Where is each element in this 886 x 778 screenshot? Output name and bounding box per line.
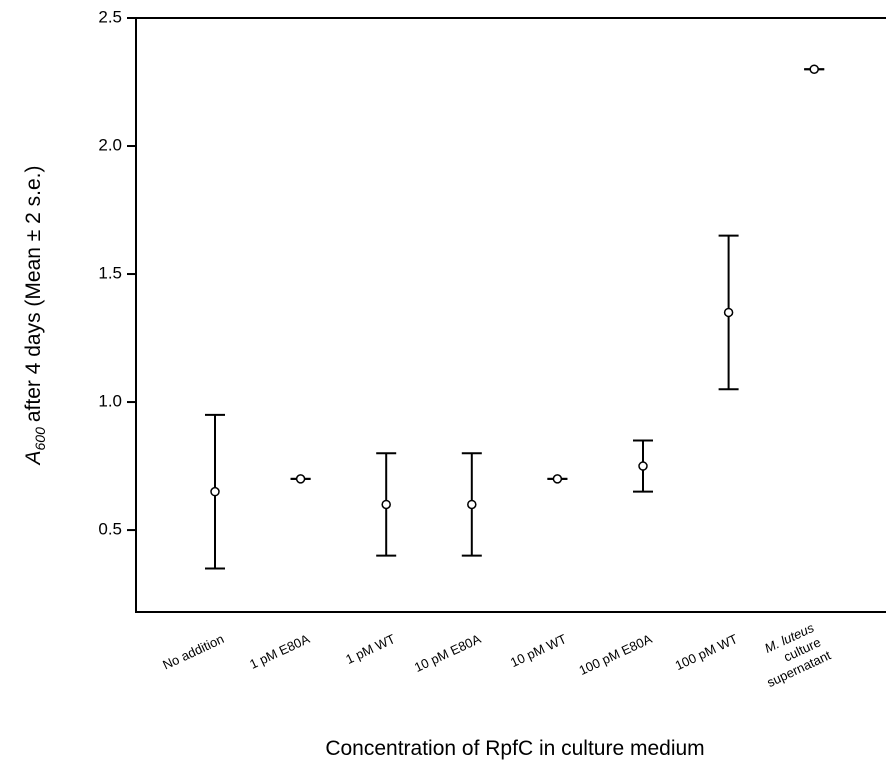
error-bar-group: [290, 474, 311, 484]
y-tick-label: 0.5: [98, 520, 122, 539]
x-tick-label: 1 pM E80A: [247, 631, 312, 672]
plot-frame: [135, 17, 886, 613]
x-tick-label: M. luteus culture supernatant: [751, 618, 833, 690]
error-bar-group: [461, 452, 482, 557]
y-axis-subscript: 600: [32, 427, 48, 451]
error-bar-group: [633, 439, 653, 493]
y-tick-label: 1.5: [98, 264, 122, 283]
mean-point: [723, 307, 734, 318]
error-bar-group: [547, 474, 568, 484]
mean-point: [638, 461, 648, 471]
x-tick-label: 100 pM E80A: [577, 631, 655, 678]
mean-point: [552, 474, 563, 484]
mean-point: [295, 474, 306, 484]
y-axis-symbol: A: [22, 450, 45, 466]
mean-point: [809, 64, 819, 74]
y-axis-text: after 4 days (Mean ± 2 s.e.): [22, 165, 45, 422]
x-tick-label: 10 pM E80A: [412, 631, 483, 675]
mean-point: [381, 499, 391, 510]
y-tick-label: 1.0: [98, 392, 122, 411]
x-tick-label: 1 pM WT: [343, 631, 397, 667]
error-bar-group: [718, 234, 739, 391]
y-tick-label: 2.0: [98, 136, 122, 155]
mean-point: [210, 486, 220, 497]
x-axis-title: Concentration of RpfC in culture medium: [325, 737, 704, 760]
error-bar-group: [376, 452, 397, 557]
x-tick-label: 10 pM WT: [508, 631, 569, 670]
x-tick-label: No addition: [160, 631, 226, 672]
mean-point: [467, 499, 477, 510]
error-bar-group: [804, 64, 825, 74]
y-axis-title: A600 after 4 days (Mean ± 2 s.e.): [22, 165, 48, 466]
error-bar-group: [205, 413, 225, 570]
x-tick-label: 100 pM WT: [673, 631, 740, 673]
y-tick-label: 2.5: [98, 7, 122, 26]
